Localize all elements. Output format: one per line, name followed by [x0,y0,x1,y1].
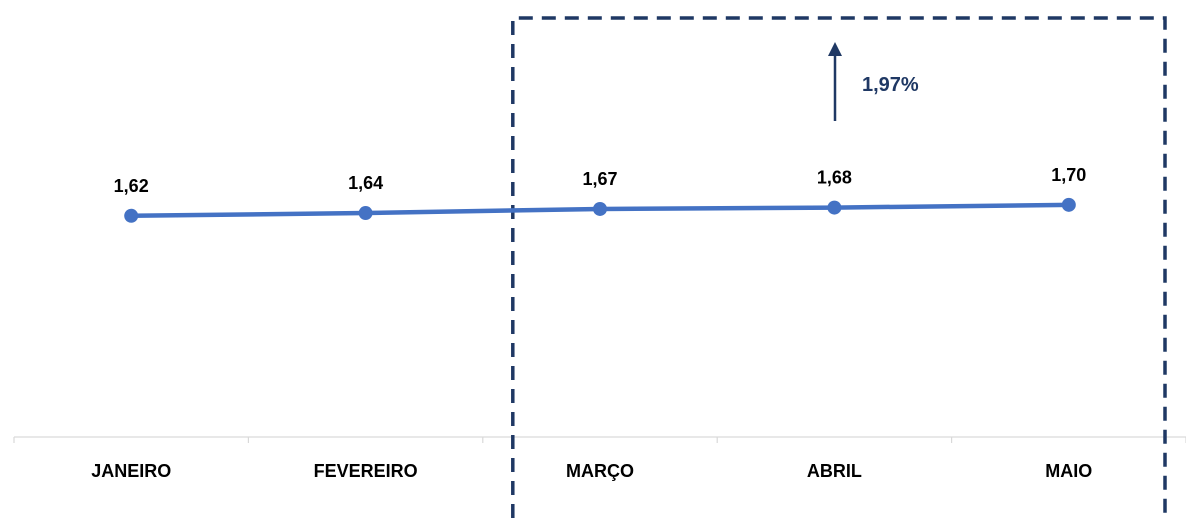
data-label: 1,62 [114,176,149,196]
x-tick-labels: JANEIRO FEVEREIRO MARÇO ABRIL MAIO [91,461,1092,481]
x-tick-label: ABRIL [807,461,862,481]
x-tick-label: JANEIRO [91,461,171,481]
data-point [358,206,373,221]
highlight-box-border [511,16,1167,518]
data-point [1061,197,1076,212]
x-tick-label: MARÇO [566,461,634,481]
x-tick-label: MAIO [1045,461,1092,481]
growth-percentage-label: 1,97% [862,74,919,96]
data-point [593,201,607,216]
data-label: 1,68 [817,168,852,188]
data-label: 1,70 [1051,165,1086,185]
series [124,197,1076,223]
x-tick-label: FEVEREIRO [314,461,418,481]
highlight-box [511,16,1167,518]
data-point [827,200,842,215]
growth-annotation: 1,97% [828,42,919,121]
data-label: 1,67 [582,169,617,189]
x-axis [13,436,1186,443]
data-labels: 1,62 1,64 1,67 1,68 1,70 [114,165,1087,196]
data-point [124,208,139,223]
data-label: 1,64 [348,173,383,193]
arrow-head-icon [828,42,842,56]
